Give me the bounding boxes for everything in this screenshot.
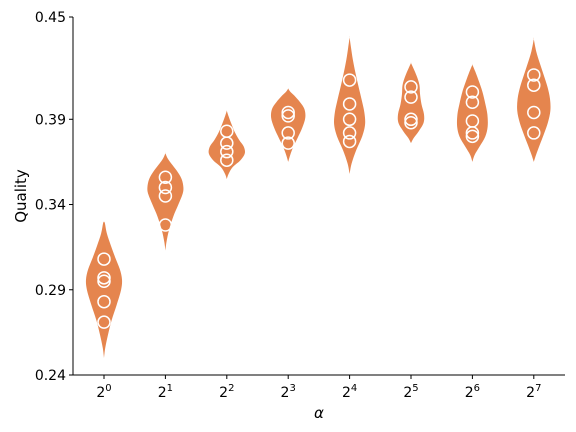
data-point <box>97 274 111 288</box>
violin-layer <box>85 36 551 358</box>
y-tick-label: 0.45 <box>35 10 66 26</box>
violin-3 <box>208 110 245 179</box>
x-tick-label: 26 <box>465 383 480 401</box>
data-point <box>281 136 295 150</box>
data-point <box>342 112 357 127</box>
x-axis: 20 21 22 23 24 25 26 27 <box>73 374 565 401</box>
x-tick-label: 22 <box>219 383 234 401</box>
data-point <box>158 218 173 232</box>
data-point <box>220 153 234 167</box>
data-point <box>404 90 418 104</box>
x-tick-label: 21 <box>158 383 173 401</box>
x-tick-label: 24 <box>342 383 357 401</box>
data-point <box>342 126 357 140</box>
data-point <box>281 105 295 120</box>
data-point <box>404 115 418 130</box>
y-tick-label: 0.39 <box>35 112 66 128</box>
violin-7 <box>456 63 488 162</box>
violin-1 <box>85 221 123 358</box>
data-point <box>97 294 111 309</box>
data-point <box>527 126 541 140</box>
data-point <box>465 85 480 99</box>
data-point <box>220 144 234 159</box>
data-point <box>158 180 173 195</box>
y-tick-label: 0.24 <box>35 368 66 384</box>
data-point <box>342 73 357 87</box>
x-axis-label: α <box>314 404 324 422</box>
data-point <box>527 78 541 92</box>
data-point <box>97 315 111 329</box>
data-point <box>158 170 173 184</box>
x-tick-label: 20 <box>96 383 111 401</box>
data-point <box>465 126 480 140</box>
data-point <box>97 271 111 285</box>
y-tick-label: 0.34 <box>35 198 66 214</box>
violin-8 <box>517 37 551 162</box>
data-point <box>527 68 541 82</box>
data-point <box>404 112 418 127</box>
data-point <box>97 252 111 266</box>
data-point <box>404 80 418 94</box>
points-layer <box>97 68 541 329</box>
data-point <box>220 136 234 150</box>
data-point <box>158 189 173 203</box>
violin-4 <box>270 88 306 162</box>
y-axis-label: Quality <box>12 169 30 223</box>
data-point <box>342 134 357 149</box>
x-tick-label: 27 <box>526 383 541 401</box>
data-point <box>281 126 295 140</box>
data-point <box>527 105 541 120</box>
data-point <box>281 109 295 123</box>
y-tick-label: 0.29 <box>35 283 66 299</box>
data-point <box>342 97 357 111</box>
data-point <box>465 95 480 109</box>
data-point <box>465 129 480 144</box>
violin-5 <box>334 36 366 174</box>
x-tick-label: 25 <box>403 383 418 401</box>
x-tick-label: 23 <box>281 383 296 401</box>
y-axis: 0.24 0.29 0.34 0.39 0.45 <box>35 10 74 384</box>
